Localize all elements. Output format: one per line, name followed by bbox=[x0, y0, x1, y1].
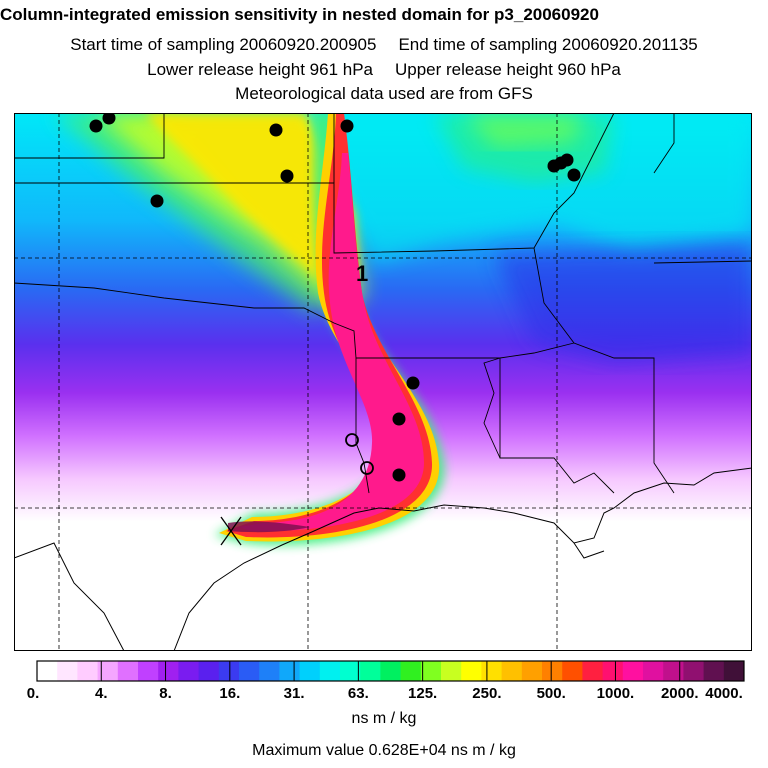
colorbar-swatch bbox=[198, 661, 220, 681]
colorbar-swatch bbox=[501, 661, 523, 681]
colorbar-swatch bbox=[319, 661, 341, 681]
colorbar-tick-label: 16. bbox=[219, 685, 241, 702]
colorbar-swatch bbox=[481, 661, 503, 681]
site-dot bbox=[89, 119, 103, 133]
site-dot bbox=[340, 119, 354, 133]
coastline bbox=[14, 467, 752, 651]
colorbar-swatch bbox=[239, 661, 260, 681]
colorbar-swatch bbox=[299, 661, 321, 681]
site-dots bbox=[89, 113, 581, 482]
colorbar-swatch bbox=[400, 661, 422, 681]
colorbar-swatch bbox=[77, 661, 99, 681]
site-dot bbox=[102, 113, 116, 125]
colorbar-swatch bbox=[340, 661, 361, 681]
plume-number-label: 1 bbox=[356, 261, 368, 286]
colorbar-swatch bbox=[360, 661, 381, 681]
colorbar-swatch bbox=[178, 661, 200, 681]
colorbar-swatch bbox=[542, 661, 563, 681]
colorbar-swatch bbox=[723, 661, 745, 681]
colorbar-swatch bbox=[683, 661, 705, 681]
colorbar-units: ns m / kg bbox=[351, 710, 417, 727]
colorbar-swatch bbox=[420, 661, 442, 681]
colorbar-swatch bbox=[158, 661, 179, 681]
site-open-circle bbox=[345, 433, 359, 447]
colorbar-swatch bbox=[602, 661, 624, 681]
colorbar-tick-label: 0. bbox=[26, 685, 40, 702]
colorbar-swatch bbox=[562, 661, 583, 681]
colorbar-tick-label: 63. bbox=[347, 685, 369, 702]
upper-release-label: Upper release height 960 hPa bbox=[395, 60, 621, 79]
colorbar-tick-label: 2000. bbox=[660, 685, 699, 702]
colorbar-swatch bbox=[138, 661, 159, 681]
colorbar-swatch bbox=[259, 661, 280, 681]
plot-title: Column-integrated emission sensitivity i… bbox=[0, 5, 599, 24]
site-dot bbox=[567, 168, 581, 182]
maximum-value-label: Maximum value 0.628E+04 ns m / kg bbox=[252, 742, 516, 759]
colorbar-tick-label: 125. bbox=[408, 685, 438, 702]
colorbar-swatch bbox=[218, 661, 240, 681]
colorbar-swatch bbox=[663, 661, 684, 681]
site-dot bbox=[150, 194, 164, 208]
colorbar-tick-label: 250. bbox=[472, 685, 502, 702]
colorbar bbox=[36, 660, 745, 682]
site-dot bbox=[392, 468, 406, 482]
colorbar-tick-label: 8. bbox=[159, 685, 172, 702]
start-time-label: Start time of sampling 20060920.200905 bbox=[70, 35, 377, 54]
colorbar-swatch bbox=[703, 661, 725, 681]
colorbar-swatch bbox=[441, 661, 462, 681]
colorbar-swatch bbox=[521, 661, 543, 681]
colorbar-tick-label: 4000. bbox=[705, 685, 743, 702]
colorbar-swatch bbox=[279, 661, 301, 681]
colorbar-swatch bbox=[622, 661, 644, 681]
met-data-label: Meteorological data used are from GFS bbox=[235, 84, 533, 103]
lower-release-label: Lower release height 961 hPa bbox=[147, 60, 373, 79]
map-frame bbox=[14, 113, 752, 651]
site-dot bbox=[560, 153, 574, 167]
colorbar-swatch bbox=[461, 661, 482, 681]
colorbar-tick-label: 4. bbox=[95, 685, 108, 702]
sensitivity-map: 1 bbox=[14, 113, 752, 651]
site-open-circle bbox=[360, 461, 374, 475]
colorbar-tick-label: 31. bbox=[283, 685, 305, 702]
colorbar-swatch bbox=[380, 661, 402, 681]
end-time-label: End time of sampling 20060920.201135 bbox=[398, 35, 698, 54]
colorbar-swatch bbox=[582, 661, 604, 681]
political-boundaries bbox=[14, 113, 752, 494]
colorbar-frame bbox=[36, 660, 745, 682]
site-dot bbox=[392, 412, 406, 426]
colorbar-tick-label: 500. bbox=[536, 685, 566, 702]
colorbar-swatch bbox=[97, 661, 119, 681]
site-circles bbox=[345, 433, 374, 475]
colorbar-swatch bbox=[643, 661, 664, 681]
sampling-times: Start time of sampling 20060920.200905 En… bbox=[0, 35, 768, 55]
release-heights: Lower release height 961 hPa Upper releas… bbox=[0, 60, 768, 80]
colorbar-swatch bbox=[57, 661, 78, 681]
colorbar-swatch bbox=[37, 661, 58, 681]
site-dot bbox=[269, 123, 283, 137]
lat-lon-grid bbox=[14, 113, 752, 651]
colorbar-swatch bbox=[117, 661, 139, 681]
site-dot bbox=[406, 376, 420, 390]
colorbar-tick-label: 1000. bbox=[596, 685, 635, 702]
site-dot bbox=[280, 169, 294, 183]
release-site-x bbox=[220, 516, 242, 546]
